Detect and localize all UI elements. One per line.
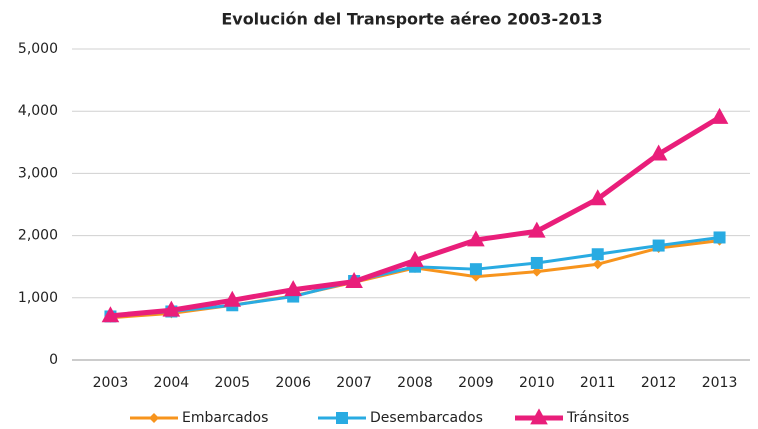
marker	[467, 230, 485, 247]
marker	[530, 256, 543, 269]
x-tick-label: 2013	[702, 375, 738, 391]
marker	[652, 239, 665, 252]
marker	[469, 263, 482, 276]
marker	[336, 412, 348, 424]
chart-title: Evolución del Transporte aéreo 2003-2013	[221, 10, 602, 29]
marker	[713, 231, 726, 244]
x-tick-label: 2006	[275, 375, 311, 391]
legend-label: Tránsitos	[566, 410, 629, 426]
marker	[528, 221, 546, 238]
x-tick-label: 2007	[336, 375, 372, 391]
x-tick-label: 2005	[214, 375, 250, 391]
x-tick-label: 2010	[519, 375, 555, 391]
marker	[345, 272, 363, 289]
y-tick-label: 3,000	[18, 165, 58, 181]
y-tick-label: 1,000	[18, 290, 58, 306]
marker	[592, 259, 603, 270]
marker	[406, 250, 424, 267]
marker	[162, 300, 181, 317]
y-tick-label: 2,000	[18, 228, 58, 244]
x-tick-label: 2004	[154, 375, 190, 391]
marker	[710, 107, 729, 124]
marker	[101, 306, 120, 323]
marker	[530, 408, 548, 425]
x-tick-label: 2011	[580, 375, 616, 391]
x-tick-label: 2009	[458, 375, 494, 391]
legend-label: Embarcados	[182, 410, 268, 426]
series-line	[110, 115, 721, 319]
marker	[149, 413, 159, 423]
x-tick-label: 2003	[93, 375, 129, 391]
marker	[649, 144, 668, 161]
marker	[284, 280, 302, 297]
marker	[531, 266, 542, 277]
y-tick-label: 0	[49, 352, 58, 368]
x-tick-label: 2008	[397, 375, 433, 391]
x-tick-label: 2012	[641, 375, 677, 391]
marker	[223, 290, 242, 307]
y-tick-label: 5,000	[18, 41, 58, 57]
marker	[591, 248, 604, 261]
legend-label: Desembarcados	[370, 410, 483, 426]
marker	[588, 189, 607, 206]
y-tick-label: 4,000	[18, 103, 58, 119]
